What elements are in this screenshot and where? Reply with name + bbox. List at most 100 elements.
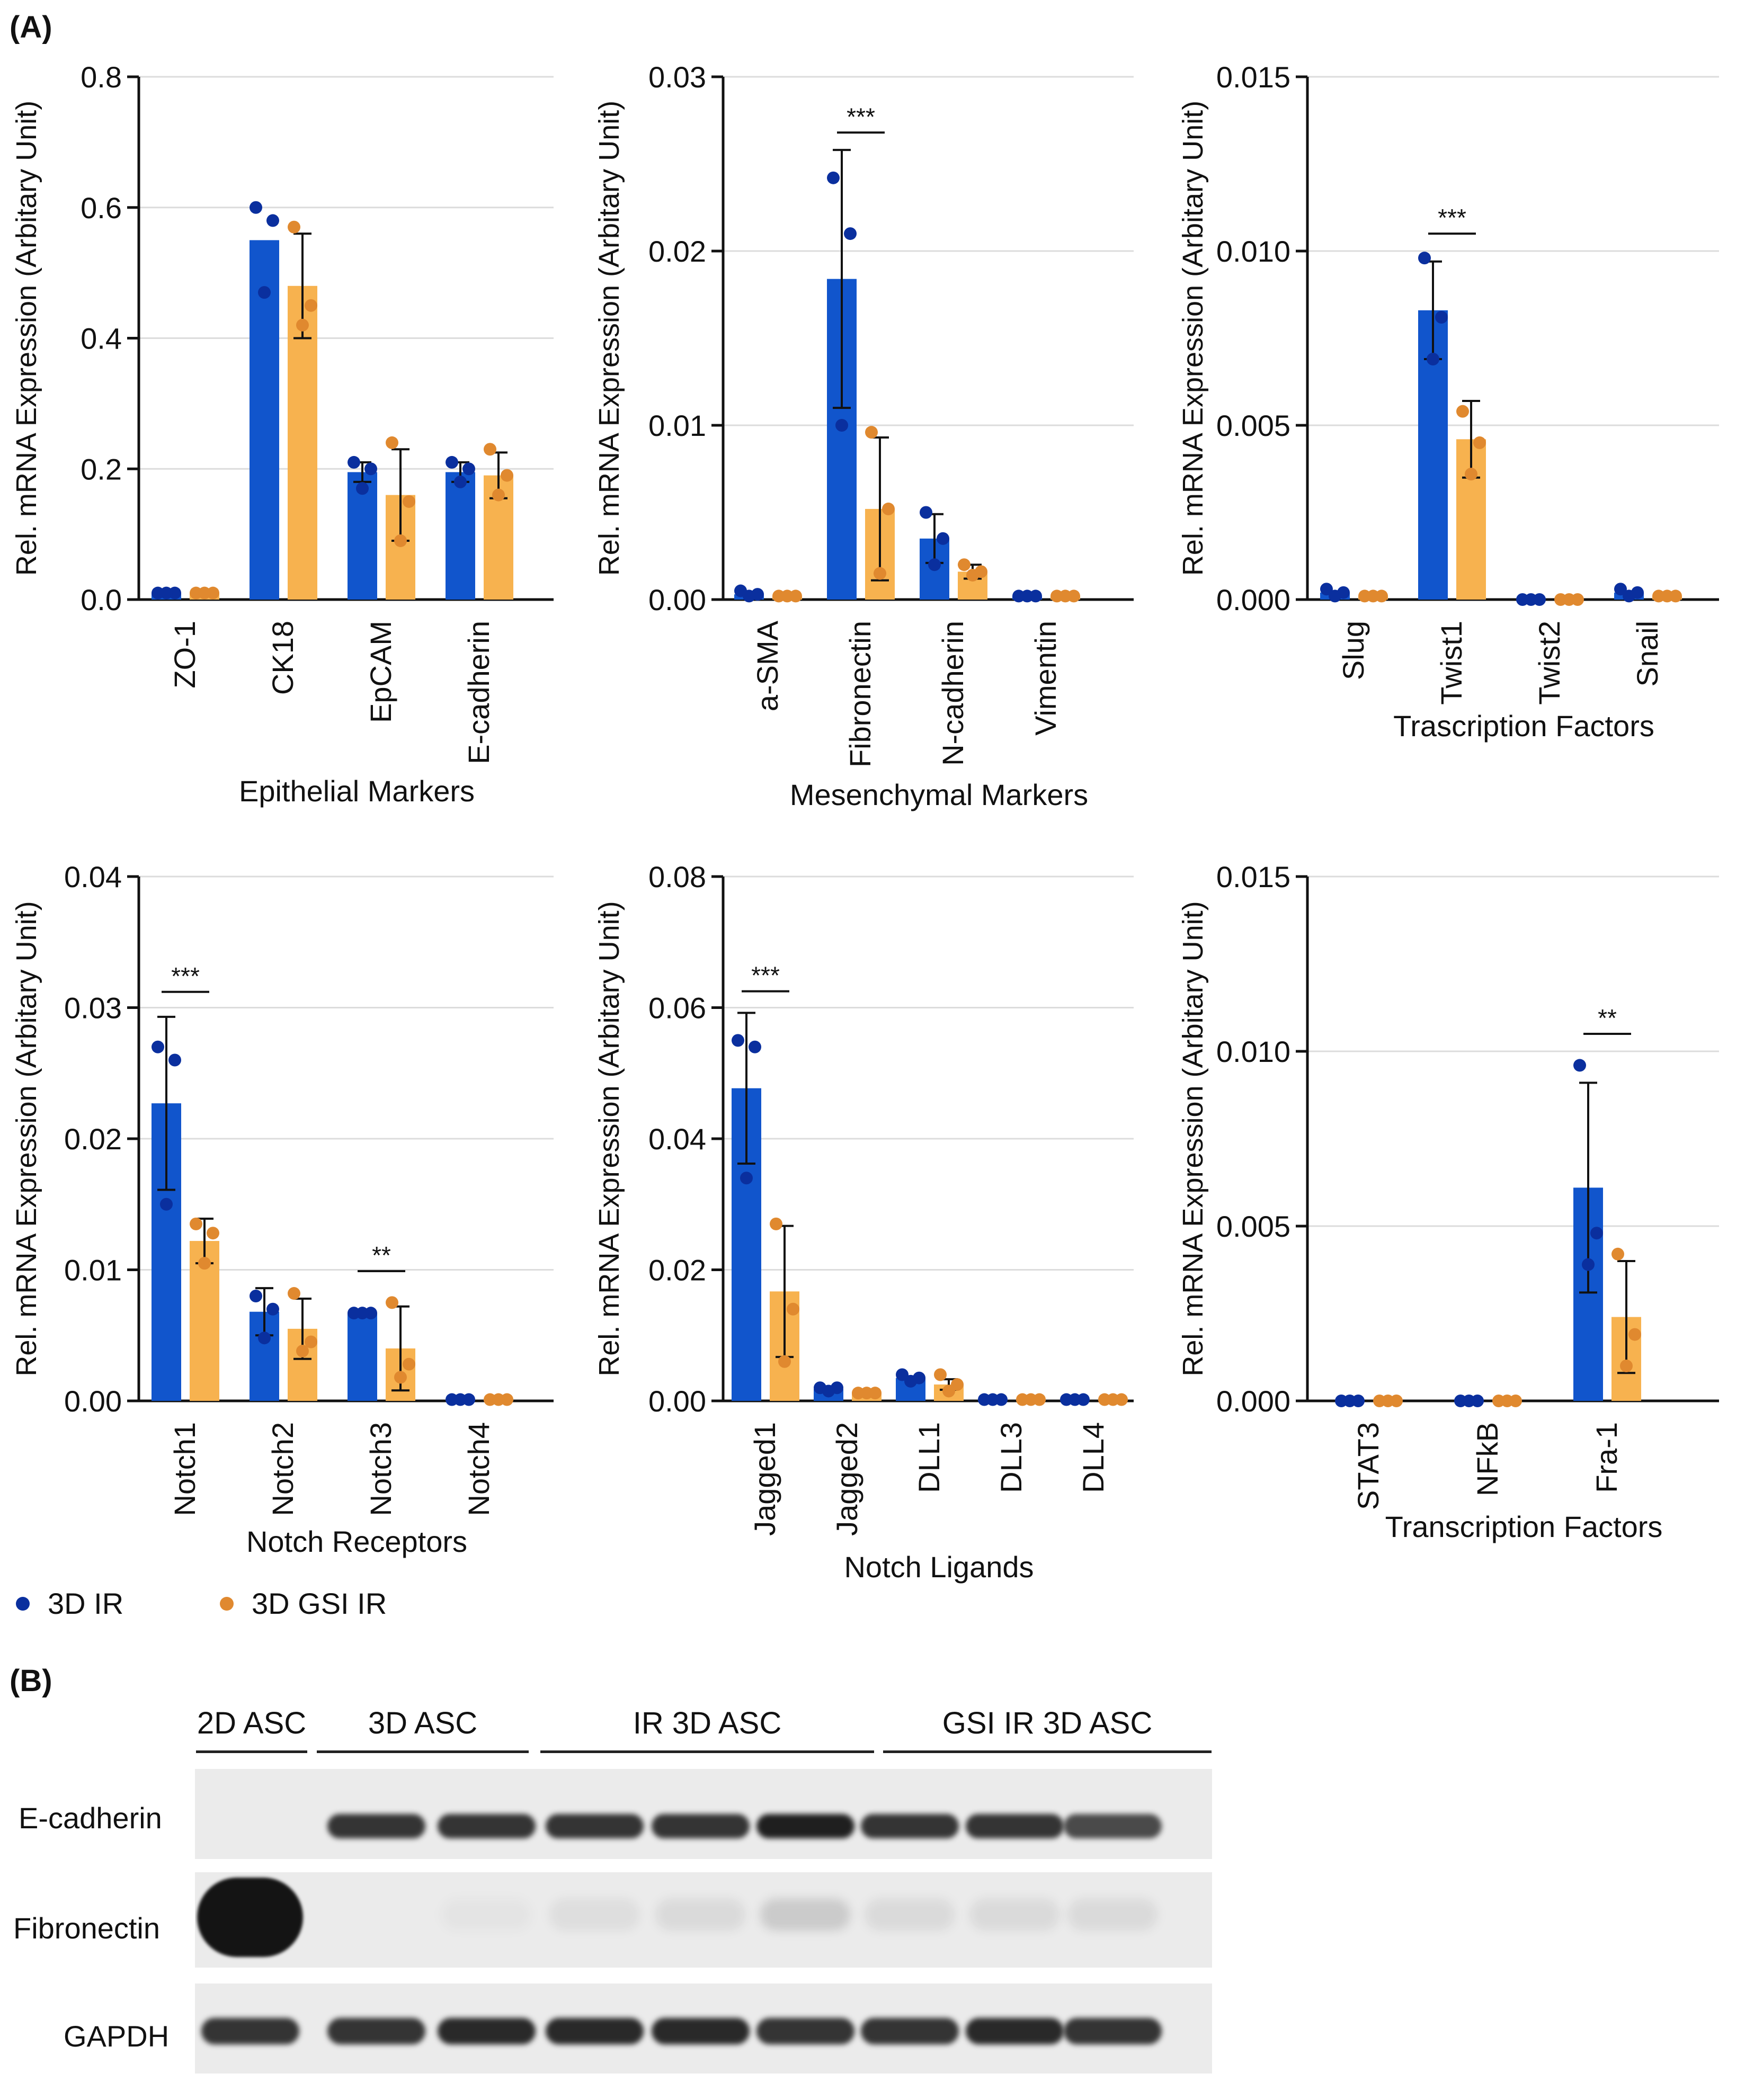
chart2-x-tick-label-vimentin: Vimentin: [1029, 621, 1062, 736]
chart1-data-point: [288, 220, 300, 234]
chart4-data-point: [386, 1296, 398, 1309]
chart6-data-point: [1590, 1227, 1603, 1240]
chart1-y-axis-label: Rel. mRNA Expression (Arbitary Unit): [11, 101, 42, 576]
chart5-x-tick-label-dll1: DLL1: [912, 1422, 946, 1493]
chart5-x-tick-label-dll3: DLL3: [994, 1422, 1028, 1493]
chart1-bar-e-cadherin-3d-ir: [446, 472, 475, 600]
chart5-data-point: [787, 1302, 799, 1316]
chart1-data-point: [462, 462, 475, 476]
blot-group-line-2: [540, 1750, 874, 1753]
chart3-data-point: [1614, 583, 1627, 596]
chart2-data-point: [835, 419, 848, 432]
chart3-data-point: [1427, 352, 1439, 365]
chart3-y-axis-label: Rel. mRNA Expression (Arbitary Unit): [1177, 101, 1209, 576]
chart4-y-tick-label: 0.00: [64, 1384, 122, 1418]
chart1-data-point: [160, 586, 173, 600]
blot-band-0-4: [651, 1814, 750, 1838]
chart1-data-point: [356, 482, 369, 495]
legend-marker-3d-ir: [16, 1596, 30, 1611]
blot-band-2-8: [1063, 2018, 1162, 2044]
chart3-data-point: [1418, 252, 1431, 265]
chart1-x-axis-label: Epithelial Markers: [239, 774, 475, 808]
chart4-data-point: [492, 1393, 505, 1406]
chart4-data-point: [258, 1332, 271, 1345]
chart3-data-point: [1623, 589, 1635, 603]
chart4-y-tick-label: 0.02: [64, 1122, 122, 1156]
chart5-data-point: [1069, 1393, 1081, 1406]
chart1-data-point: [305, 299, 317, 312]
chart6-data-point: [1628, 1328, 1641, 1341]
blot-group-line-1: [317, 1750, 529, 1753]
chart3-x-tick-label-twist1: Twist1: [1435, 621, 1468, 705]
blot-band-0-5: [756, 1814, 854, 1838]
chart5-data-point: [986, 1393, 999, 1406]
blot-band-2-0: [201, 2018, 299, 2044]
chart5-x-tick-label-dll4: DLL4: [1076, 1422, 1110, 1493]
blot-group-label-2: IR 3D ASC: [633, 1706, 782, 1740]
chart2-data-point: [844, 227, 857, 240]
chart3-x-tick-label-slug: Slug: [1337, 621, 1370, 680]
blot-band-0-8: [1063, 1814, 1162, 1838]
chart1-data-point: [296, 318, 309, 332]
chart1-y-tick-label: 0.8: [81, 60, 122, 94]
chart5-data-point: [770, 1217, 782, 1230]
chart5-data-point: [860, 1387, 873, 1400]
blot-band-0-3: [545, 1814, 644, 1838]
chart1-data-point: [250, 201, 262, 214]
blot-band-1-0: [197, 1878, 303, 1957]
chart1-data-point: [484, 443, 496, 456]
legend-item-3d-ir: 3D IR: [16, 1586, 123, 1621]
blot-group-label-1: 3D ASC: [368, 1706, 478, 1740]
chart4-y-tick-label: 0.01: [64, 1254, 122, 1287]
chart3-data-point: [1525, 593, 1537, 606]
chart3-data-point: [1329, 589, 1341, 603]
chart6-y-tick-label: 0.015: [1216, 860, 1290, 893]
blot-band-0-1: [327, 1814, 425, 1838]
chart5-data-point: [904, 1374, 917, 1388]
western-blot: 2D ASC 3D ASC IR 3D ASC GSI IR 3D ASC E-cadh…: [0, 1695, 1754, 2100]
chart1-x-tick-label-epcam: EpCAM: [364, 621, 397, 723]
chart4-y-tick-label: 0.03: [64, 991, 122, 1025]
chart4-bar-notch3-3d-ir: [348, 1313, 377, 1401]
chart2-data-point: [865, 426, 878, 439]
chart2-y-tick-label: 0.01: [648, 409, 706, 442]
chart5-x-tick-label-jagged1: Jagged1: [748, 1422, 781, 1536]
chart4-data-point: [305, 1335, 317, 1348]
chart5-data-point: [1107, 1393, 1119, 1406]
panel-a-label: (A): [10, 10, 52, 44]
chart3-y-tick-label: 0.015: [1216, 60, 1290, 94]
chart1-y-tick-label: 0.6: [81, 191, 122, 225]
chart3-data-point: [1661, 589, 1673, 603]
blot-band-1-4: [655, 1899, 745, 1931]
blot-band-2-3: [545, 2018, 644, 2044]
chart1-y-tick-label: 0.2: [81, 452, 122, 486]
chart6-x-tick-label-stat3: STAT3: [1351, 1422, 1385, 1510]
blot-band-0-7: [965, 1814, 1064, 1838]
chart4-data-point: [356, 1307, 369, 1320]
chart5-data-point: [934, 1368, 947, 1381]
chart3-y-tick-label: 0.010: [1216, 235, 1290, 268]
chart1-x-tick-label-e-cadherin: E-cadherin: [462, 621, 495, 764]
chart6-data-point: [1582, 1258, 1595, 1271]
chart4-x-tick-label-notch2: Notch2: [266, 1422, 299, 1516]
blot-band-1-8: [1067, 1899, 1158, 1931]
chart2-x-tick-label-fibronectin: Fibronectin: [843, 621, 877, 767]
chart4-y-axis-label: Rel. mRNA Expression (Arbitary Unit): [11, 901, 42, 1376]
blot-band-2-1: [327, 2018, 425, 2044]
chart4-data-point: [168, 1053, 181, 1067]
chart5-data-point: [822, 1384, 835, 1398]
chart6-x-axis-label: Transcription Factors: [1385, 1510, 1663, 1543]
chart5-y-tick-label: 0.04: [648, 1122, 706, 1156]
chart6-data-point: [1343, 1395, 1356, 1407]
chart6-data-point: [1611, 1247, 1624, 1261]
chart5-data-point: [778, 1355, 791, 1368]
blot-band-2-6: [860, 2018, 959, 2044]
chart2-data-point: [882, 502, 895, 515]
panel-b-label: (B): [10, 1664, 52, 1698]
chart1-data-point: [501, 469, 513, 482]
blot-row-label-2: GAPDH: [64, 2019, 170, 2053]
blot-band-2-7: [965, 2018, 1064, 2044]
chart2-data-point: [743, 589, 755, 603]
chart5-data-point: [749, 1040, 761, 1053]
chart3-data-point: [1320, 583, 1333, 596]
